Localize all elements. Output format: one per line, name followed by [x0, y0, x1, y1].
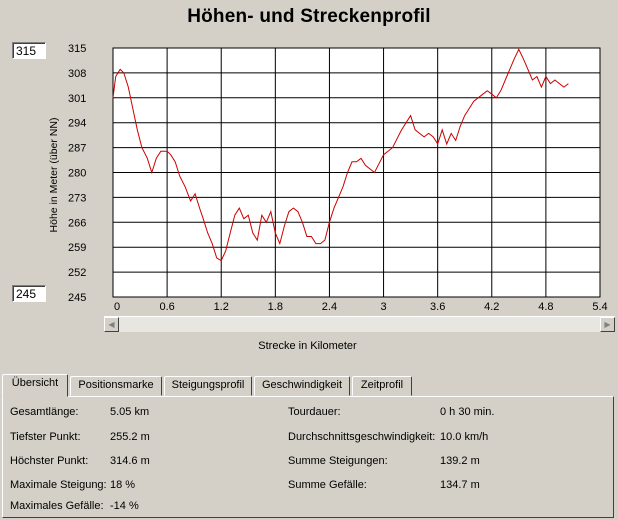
stat-label-summe-gefaelle: Summe Gefälle: — [288, 479, 367, 491]
x-axis-label: Strecke in Kilometer — [258, 340, 357, 352]
stat-value-max-steigung: 18 % — [110, 479, 136, 491]
tab-zeitprofil[interactable]: Zeitprofil — [352, 376, 412, 396]
stat-value-tourdauer: 0 h 30 min. — [440, 406, 495, 418]
y-tick-label: 315 — [68, 43, 86, 55]
stat-value-gesamtlaenge: 5.05 km — [110, 406, 150, 418]
stat-label-max-steigung: Maximale Steigung: — [10, 479, 107, 491]
chart-grid — [112, 47, 601, 298]
x-tick-label: 0 — [114, 301, 120, 313]
chart-horizontal-scrollbar[interactable]: ◀ ▶ — [104, 316, 615, 332]
min-elevation-box[interactable]: 245 — [12, 285, 46, 302]
x-tick-label: 4.2 — [484, 301, 499, 313]
stat-label-durchschnitt: Durchschnittsgeschwindigkeit: — [288, 431, 436, 443]
stat-label-summe-steigungen: Summe Steigungen: — [288, 455, 388, 467]
scroll-left-button[interactable]: ◀ — [104, 317, 119, 332]
x-tick-label: 3 — [380, 301, 386, 313]
stat-value-durchschnitt: 10.0 km/h — [440, 431, 489, 443]
stat-label-tourdauer: Tourdauer: — [288, 406, 341, 418]
x-tick-label: 1.2 — [214, 301, 229, 313]
stat-value-summe-steigungen: 139.2 m — [440, 455, 480, 467]
y-tick-label: 266 — [68, 217, 86, 229]
x-tick-label: 5.4 — [592, 301, 607, 313]
elevation-profile-line — [112, 48, 569, 262]
tab-steigungsprofil[interactable]: Steigungsprofil — [164, 376, 252, 396]
tab-geschwindigkeit[interactable]: Geschwindigkeit — [254, 376, 350, 396]
stat-value-tiefster: 255.2 m — [110, 431, 150, 443]
y-tick-label: 308 — [68, 68, 86, 80]
tab-positionsmarke[interactable]: Positionsmarke — [70, 376, 162, 396]
y-tick-label: 252 — [68, 267, 86, 279]
max-elevation-box[interactable]: 315 — [12, 42, 46, 59]
scroll-right-button[interactable]: ▶ — [600, 317, 615, 332]
tab-uebersicht[interactable]: Übersicht — [2, 374, 68, 397]
y-tick-label: 245 — [68, 292, 86, 304]
stat-label-tiefster: Tiefster Punkt: — [10, 431, 81, 443]
y-tick-label: 259 — [68, 242, 86, 254]
x-tick-label: 4.8 — [538, 301, 553, 313]
x-tick-label: 1.8 — [268, 301, 283, 313]
page-title: Höhen- und Streckenprofil — [187, 6, 431, 27]
x-tick-labels: 0 0.6 1.2 1.8 2.4 3 3.6 4.2 4.8 5.4 — [114, 301, 608, 313]
y-tick-label: 294 — [68, 118, 86, 130]
stat-value-hoechster: 314.6 m — [110, 455, 150, 467]
y-tick-label: 280 — [68, 168, 86, 180]
x-tick-label: 2.4 — [322, 301, 337, 313]
stat-label-max-gefaelle: Maximales Gefälle: — [10, 500, 104, 512]
elevation-chart: 315 308 301 294 287 280 273 266 259 252 245 0 0.6 1.… — [68, 43, 608, 313]
stat-value-max-gefaelle: -14 % — [110, 500, 139, 512]
y-tick-labels: 315 308 301 294 287 280 273 266 259 252 245 — [68, 43, 86, 304]
stat-label-hoechster: Höchster Punkt: — [10, 455, 89, 467]
y-tick-label: 287 — [68, 143, 86, 155]
x-tick-label: 0.6 — [159, 301, 174, 313]
y-tick-label: 273 — [68, 192, 86, 204]
x-tick-label: 3.6 — [430, 301, 445, 313]
y-tick-label: 301 — [68, 93, 86, 105]
stat-value-summe-gefaelle: 134.7 m — [440, 479, 480, 491]
overview-panel: Gesamtlänge: 5.05 km Tiefster Punkt: 255… — [2, 396, 614, 518]
stat-label-gesamtlaenge: Gesamtlänge: — [10, 406, 79, 418]
